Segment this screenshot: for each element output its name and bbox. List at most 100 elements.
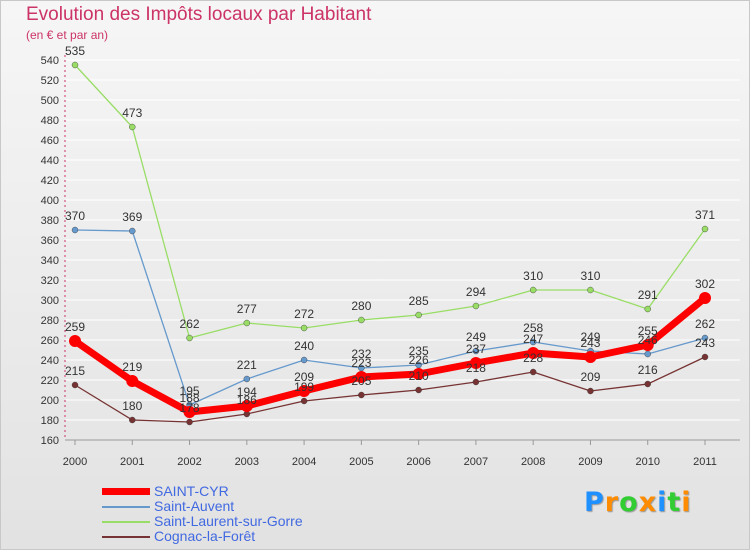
data-point xyxy=(529,368,537,376)
y-tick-label: 440 xyxy=(41,155,59,167)
y-tick-label: 500 xyxy=(41,95,59,107)
legend-swatch xyxy=(102,536,150,538)
data-point xyxy=(472,302,480,310)
data-label: 310 xyxy=(523,269,543,283)
data-point xyxy=(71,226,79,234)
data-point xyxy=(243,319,251,327)
data-label: 294 xyxy=(466,285,486,299)
series-line-3 xyxy=(74,356,706,423)
x-tick-label: 2004 xyxy=(292,456,316,468)
logo-letter: i xyxy=(681,487,692,518)
data-label: 178 xyxy=(180,401,200,415)
y-tick-label: 300 xyxy=(41,295,59,307)
data-label: 291 xyxy=(638,288,658,302)
y-tick-label: 540 xyxy=(41,55,59,67)
data-label: 188 xyxy=(180,391,200,405)
y-tick-label: 180 xyxy=(41,415,59,427)
data-label: 370 xyxy=(65,209,85,223)
y-tick-label: 340 xyxy=(41,255,59,267)
data-label: 246 xyxy=(638,333,658,347)
data-label: 247 xyxy=(523,332,543,346)
data-label: 235 xyxy=(409,344,429,358)
grid xyxy=(65,59,740,441)
data-label: 209 xyxy=(580,370,600,384)
x-tick-label: 2010 xyxy=(635,456,659,468)
y-tick-label: 420 xyxy=(41,175,59,187)
data-point xyxy=(529,338,537,346)
data-point xyxy=(472,347,480,355)
y-tick-label: 160 xyxy=(41,435,59,447)
data-label: 195 xyxy=(180,384,200,398)
chart-title: Evolution des Impôts locaux par Habitant xyxy=(26,4,372,25)
data-point xyxy=(584,351,597,363)
data-label: 272 xyxy=(294,307,314,321)
data-label: 221 xyxy=(237,358,257,372)
data-label: 258 xyxy=(523,321,543,335)
chart-subtitle: (en € et par an) xyxy=(26,28,109,42)
x-tick-label: 2005 xyxy=(349,456,373,468)
data-point xyxy=(472,378,480,386)
logo-letter: o xyxy=(619,487,639,518)
series-line-2 xyxy=(74,64,706,339)
data-point xyxy=(126,375,139,387)
data-point xyxy=(358,316,365,324)
data-label: 259 xyxy=(65,320,85,334)
legend-label: SAINT-CYR xyxy=(154,483,229,499)
data-point xyxy=(644,380,651,388)
y-tick-label: 220 xyxy=(41,375,59,387)
data-point xyxy=(644,350,651,358)
data-point xyxy=(701,353,709,361)
data-label: 371 xyxy=(695,208,715,222)
y-tick-label: 240 xyxy=(41,355,59,367)
data-label: 310 xyxy=(580,269,600,283)
data-label: 216 xyxy=(638,363,658,377)
data-point xyxy=(129,123,136,131)
data-label: 277 xyxy=(237,302,257,316)
x-tick-label: 2002 xyxy=(177,456,201,468)
data-point xyxy=(358,391,365,399)
legend-label: Saint-Auvent xyxy=(154,498,235,514)
logo-letter: P xyxy=(584,487,605,518)
x-tick-label: 2000 xyxy=(63,456,87,468)
data-label: 285 xyxy=(409,294,429,308)
logo-letter: r xyxy=(604,487,620,518)
series-line-0 xyxy=(72,295,708,416)
y-tick-label: 460 xyxy=(41,135,59,147)
legend-label: Saint-Laurent-sur-Gorre xyxy=(154,513,303,529)
x-tick-label: 2006 xyxy=(406,456,430,468)
data-point xyxy=(300,356,308,364)
data-label: 232 xyxy=(351,347,371,361)
y-tick-label: 380 xyxy=(41,215,59,227)
data-label: 228 xyxy=(523,351,543,365)
data-label: 473 xyxy=(122,106,142,120)
data-point xyxy=(243,375,251,383)
data-label: 262 xyxy=(695,317,715,331)
y-tick-label: 200 xyxy=(41,395,59,407)
data-label: 199 xyxy=(294,380,314,394)
data-label: 249 xyxy=(580,330,600,344)
data-label: 535 xyxy=(65,44,85,58)
y-tick-label: 520 xyxy=(41,75,59,87)
data-point xyxy=(71,381,79,389)
data-point xyxy=(412,368,425,380)
y-tick-label: 320 xyxy=(41,275,59,287)
data-point xyxy=(129,227,136,235)
data-point xyxy=(469,357,482,369)
data-point xyxy=(415,311,422,319)
data-label: 262 xyxy=(180,317,200,331)
data-label: 249 xyxy=(466,330,486,344)
legend-swatch xyxy=(102,488,150,495)
data-label: 240 xyxy=(294,339,314,353)
legend-swatch xyxy=(102,506,150,508)
data-label: 180 xyxy=(122,399,142,413)
data-point xyxy=(300,397,308,405)
data-point xyxy=(300,324,308,332)
y-tick-label: 360 xyxy=(41,235,59,247)
x-tick-label: 2003 xyxy=(235,456,259,468)
data-point xyxy=(186,334,193,342)
data-label: 219 xyxy=(122,360,142,374)
data-point xyxy=(587,387,594,395)
legend-label: Cognac-la-Forêt xyxy=(154,528,256,544)
x-tick-label: 2011 xyxy=(693,456,717,468)
